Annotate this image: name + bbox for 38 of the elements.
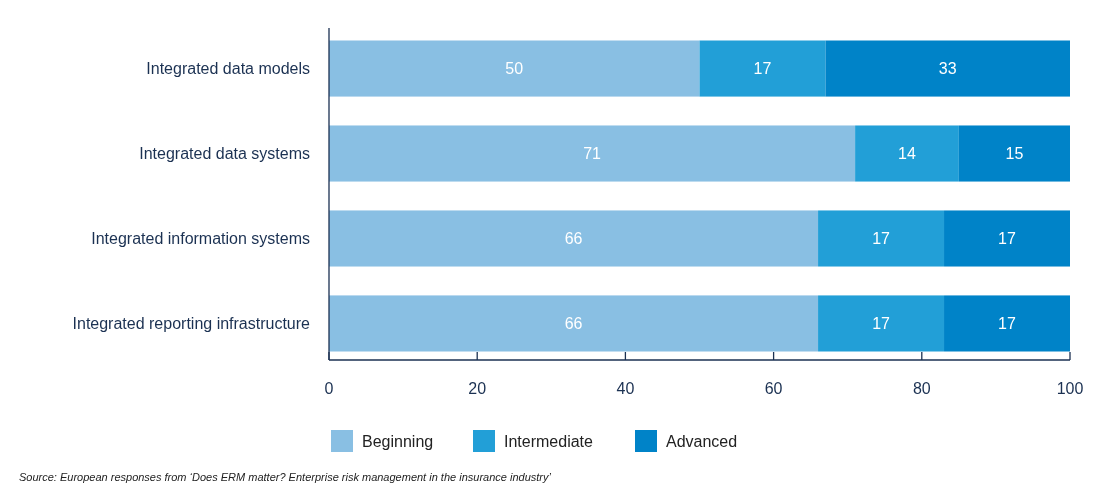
bar [329,210,819,267]
bar [944,295,1070,352]
data-label: 33 [938,60,957,78]
data-label: 15 [1005,145,1024,163]
y-tick-label: Integrated information systems [91,230,310,248]
legend-label: Beginning [362,432,434,450]
x-tick-label: 80 [912,379,931,397]
x-tick-label: 60 [764,379,783,397]
bar [699,40,826,97]
bar [825,40,1070,97]
bar [329,40,700,97]
bar [329,295,819,352]
data-label: 50 [505,60,524,78]
data-label: 17 [998,315,1017,333]
data-label: 66 [564,230,583,248]
data-label: 17 [998,230,1017,248]
y-tick-label: Integrated reporting infrastructure [72,315,311,333]
legend-label: Intermediate [504,432,594,450]
data-label: 71 [583,145,602,163]
data-label: 14 [898,145,916,163]
bar [818,295,945,352]
x-tick-label: 100 [1056,379,1084,397]
y-tick-label: Integrated data models [146,60,310,78]
bar [818,210,945,267]
x-tick-label: 40 [616,379,635,397]
data-label: 17 [872,230,891,248]
data-label: 17 [753,60,772,78]
y-tick-label: Integrated data systems [139,145,310,163]
bar [329,125,856,182]
data-label: 66 [564,315,583,333]
bar [855,125,959,182]
x-tick-label: 20 [468,379,487,397]
bar [958,125,1070,182]
source-note: Source: European responses from ‘Does ERM matter? Enterprise risk management in the insurance industry’ [19,471,552,483]
bar [944,210,1070,267]
data-label: 17 [872,315,891,333]
legend-label: Advanced [666,432,738,450]
x-tick-label: 0 [324,379,334,397]
